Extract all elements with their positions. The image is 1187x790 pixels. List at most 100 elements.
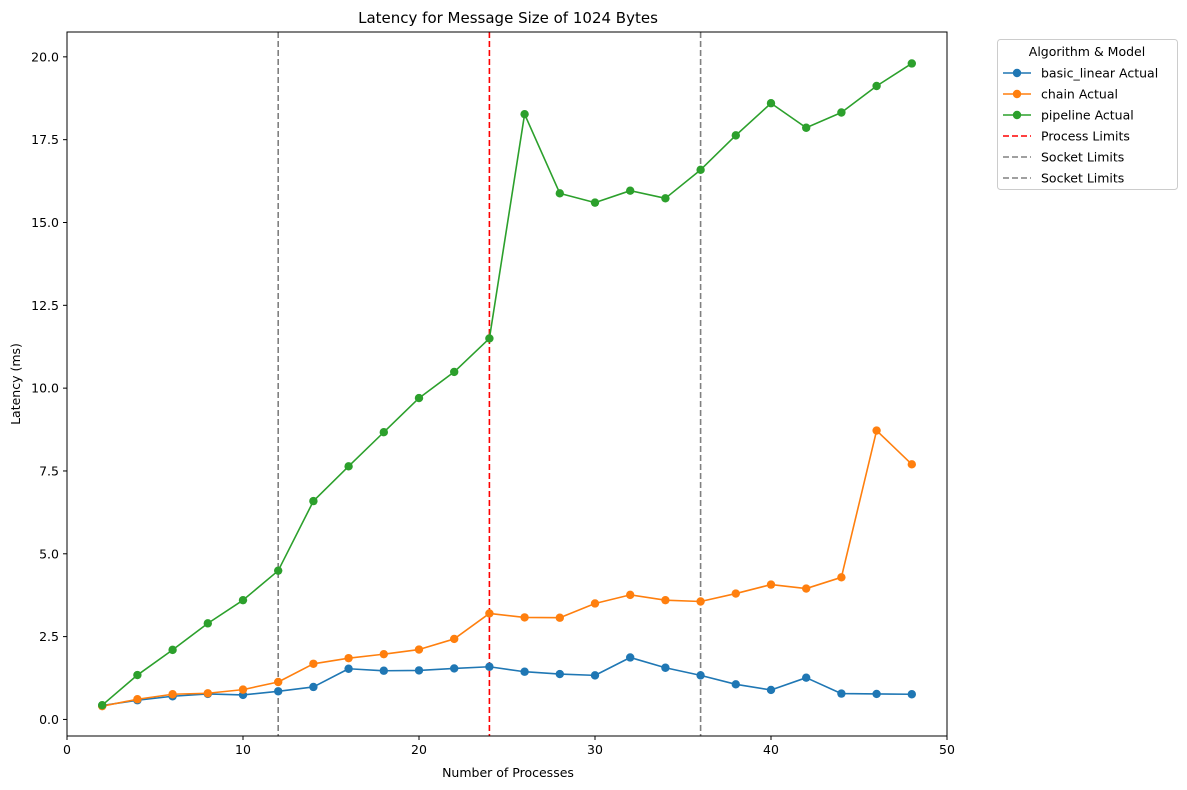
series-2-point-23 — [907, 59, 916, 68]
series-0-point-21 — [837, 689, 846, 698]
series-0-point-14 — [590, 671, 600, 680]
legend-label-5: Socket Limits — [1041, 171, 1124, 186]
legend-label-3: Process Limits — [1041, 129, 1130, 144]
x-tick-label-3: 30 — [587, 742, 603, 757]
y-axis: 0.0 2.5 5.0 7.5 10.0 12.5 15.0 17.5 20.0 — [31, 49, 67, 727]
series-line-1 — [102, 429, 913, 707]
legend-marker-0 — [1012, 68, 1022, 78]
series-0-point-16 — [661, 663, 670, 672]
series-2-point-0 — [98, 700, 107, 710]
x-tick-label-5: 50 — [939, 742, 955, 757]
series-2-point-2 — [168, 645, 177, 655]
legend-label-2: pipeline Actual — [1041, 108, 1134, 123]
series-0-point-15 — [626, 653, 635, 662]
series-2-point-3 — [203, 619, 212, 628]
legend-label-0: basic_linear Actual — [1041, 66, 1158, 81]
y-tick-label-1: 2.5 — [39, 629, 59, 644]
plot-area — [98, 32, 916, 736]
series-0-point-9 — [414, 666, 424, 675]
series-1-point-8 — [379, 649, 388, 659]
series-1-point-10 — [450, 634, 459, 644]
series-0-point-7 — [344, 664, 353, 673]
y-tick-label-3: 7.5 — [39, 463, 59, 478]
series-1-point-11 — [485, 609, 494, 618]
series-line-2 — [101, 62, 913, 706]
y-tick-label-8: 20.0 — [31, 49, 59, 64]
series-2-point-12 — [520, 109, 529, 119]
series-1-point-4 — [238, 685, 248, 694]
series-0-point-8 — [379, 666, 388, 675]
series-2-point-13 — [555, 189, 564, 198]
series-1-point-15 — [626, 590, 635, 600]
series-2-point-21 — [837, 108, 846, 117]
series-0-point-13 — [555, 669, 564, 679]
y-tick-label-7: 17.5 — [31, 132, 59, 147]
x-tick-label-1: 10 — [235, 742, 251, 757]
series-2-point-8 — [379, 428, 388, 437]
series-1-point-13 — [555, 613, 564, 622]
x-axis-title: Number of Processes — [442, 765, 574, 780]
series-2-point-10 — [450, 367, 459, 377]
y-tick-label-0: 0.0 — [39, 712, 59, 727]
series-1-point-7 — [344, 653, 353, 663]
series-0-point-11 — [485, 662, 494, 671]
series-1-point-20 — [802, 584, 811, 593]
series-2-point-1 — [133, 670, 142, 680]
y-tick-label-6: 15.0 — [31, 215, 59, 230]
series-2-point-6 — [309, 496, 318, 506]
y-tick-label-4: 10.0 — [31, 381, 59, 396]
series-0-point-17 — [696, 671, 705, 680]
series-2-point-4 — [238, 595, 248, 605]
series-1-point-19 — [766, 580, 776, 589]
x-tick-label-0: 0 — [63, 742, 71, 757]
chart-title: Latency for Message Size of 1024 Bytes — [358, 9, 658, 27]
series-2-point-5 — [274, 566, 283, 575]
series-1-point-14 — [590, 599, 600, 608]
series-0-point-20 — [802, 673, 811, 682]
series-2-point-11 — [485, 334, 494, 343]
series-2-point-19 — [766, 99, 776, 108]
legend-label-1: chain Actual — [1041, 87, 1118, 102]
legend-title: Algorithm & Model — [1029, 44, 1145, 59]
plot-frame — [66, 31, 948, 737]
series-0-point-6 — [309, 682, 318, 692]
legend-marker-2 — [1012, 110, 1022, 120]
series-2-point-9 — [414, 393, 424, 403]
series-2-point-22 — [872, 81, 881, 91]
y-axis-title: Latency (ms) — [8, 343, 23, 425]
series-0-point-10 — [450, 664, 459, 673]
series-1-point-22 — [872, 426, 881, 435]
series-1-point-2 — [168, 690, 177, 699]
legend: Algorithm & Model basic_linear Actual cha… — [997, 39, 1178, 190]
series-2-point-7 — [344, 462, 353, 471]
x-tick-label-2: 20 — [411, 742, 427, 757]
series-1-point-17 — [696, 597, 705, 606]
series-2-point-16 — [661, 194, 670, 203]
series-1-point-3 — [203, 689, 212, 698]
y-tick-label-2: 5.0 — [39, 546, 59, 561]
legend-marker-1 — [1012, 89, 1022, 99]
series-2-point-14 — [590, 198, 600, 207]
legend-box — [997, 39, 1178, 190]
y-tick-label-5: 12.5 — [31, 298, 59, 313]
x-tick-label-4: 40 — [763, 742, 779, 757]
series-2-point-15 — [626, 186, 635, 195]
series-1-point-5 — [274, 677, 283, 687]
series-1-point-9 — [414, 645, 424, 654]
series-1-point-6 — [309, 659, 318, 668]
series-1-point-18 — [731, 589, 740, 598]
series-line-0 — [102, 656, 912, 707]
series-0-point-23 — [907, 690, 916, 699]
series-0-point-22 — [872, 689, 881, 699]
series-1-point-12 — [520, 613, 529, 622]
series-0-point-19 — [766, 685, 776, 695]
series-1-point-1 — [133, 695, 142, 704]
series-1-point-21 — [837, 573, 846, 582]
series-2-point-20 — [802, 123, 811, 132]
series-0-point-5 — [274, 687, 283, 696]
series-0-point-12 — [520, 667, 529, 676]
series-0-point-18 — [731, 680, 740, 689]
series-1-point-23 — [907, 460, 916, 469]
series-2-point-18 — [731, 131, 740, 140]
